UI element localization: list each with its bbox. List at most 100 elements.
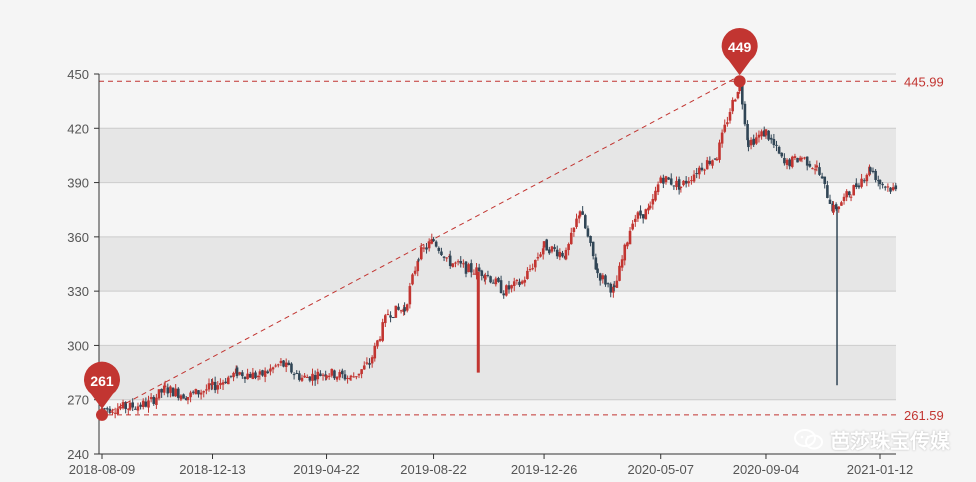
candle-body — [216, 385, 220, 390]
candle-body — [502, 293, 506, 296]
watermark-text: 芭莎珠宝传媒 — [830, 429, 950, 453]
candle-body — [348, 377, 352, 380]
y-tick-label: 270 — [67, 393, 89, 408]
candle-body — [601, 275, 605, 280]
candle-body — [134, 408, 137, 410]
candle-body — [427, 242, 431, 249]
candle-body — [116, 408, 120, 415]
grid-band — [99, 345, 896, 400]
candle-body — [454, 262, 457, 264]
candle-body — [662, 177, 665, 184]
candle-body — [202, 391, 206, 393]
candle-body — [413, 270, 417, 274]
candle-body — [510, 285, 513, 289]
candle-body — [553, 247, 556, 249]
mark-line-label: 445.99 — [904, 74, 944, 89]
candle-body — [419, 247, 423, 260]
candle-body — [886, 186, 890, 188]
candle-body — [497, 277, 500, 282]
candle-body — [536, 257, 540, 259]
candle-body — [564, 249, 568, 260]
candle-body — [572, 227, 576, 233]
candle-body — [823, 176, 827, 184]
trend-line — [101, 75, 740, 417]
grid-band — [99, 399, 896, 454]
grid-band — [99, 236, 896, 292]
candle-body — [477, 267, 481, 272]
candle-body — [221, 382, 225, 385]
candle-body — [171, 387, 175, 397]
candle-body — [489, 276, 492, 283]
candle-body — [612, 285, 616, 287]
candle-body — [679, 186, 683, 188]
candle-body — [399, 310, 403, 312]
candle-body — [386, 313, 390, 315]
candle-body — [349, 375, 353, 377]
candle-body — [840, 202, 843, 206]
candle-body — [166, 387, 170, 394]
candle-body — [108, 408, 112, 413]
candle-body — [512, 281, 516, 286]
mark-point-pin — [721, 27, 758, 76]
candlestick-series — [100, 78, 898, 419]
candle-body — [520, 281, 524, 284]
candle-body — [703, 169, 706, 171]
candle-body — [194, 389, 198, 395]
candle-body — [464, 261, 468, 274]
mark-line-label: 261.59 — [904, 408, 944, 423]
candle-body — [889, 187, 892, 192]
candle-body — [184, 398, 188, 401]
candle-body — [274, 365, 277, 367]
candle-body — [480, 270, 484, 276]
y-tick-label: 390 — [67, 176, 89, 191]
candle-body — [798, 157, 802, 161]
candle-body — [589, 236, 592, 243]
candle-body — [708, 160, 712, 164]
candle-body — [648, 205, 652, 209]
candle-body — [615, 280, 619, 288]
candle-body — [598, 273, 602, 281]
candle-body — [682, 180, 685, 186]
candle-body — [271, 367, 275, 370]
candle-body — [155, 397, 158, 405]
candle-body — [876, 180, 880, 182]
candle-body — [695, 173, 698, 175]
candle-body — [162, 385, 166, 393]
candle-body — [241, 372, 244, 377]
x-tick-label: 2021-01-12 — [847, 462, 914, 477]
candle-body — [269, 368, 272, 372]
candle-body — [343, 374, 347, 380]
candle-body — [235, 367, 239, 377]
candle-body — [523, 279, 527, 283]
candle-body — [857, 185, 861, 188]
candle-body — [793, 156, 797, 158]
candle-body — [803, 157, 806, 159]
watermark: 芭莎珠宝传媒 — [794, 425, 950, 454]
candle-body — [548, 249, 551, 254]
candle-body — [330, 368, 334, 376]
candle-body — [581, 211, 584, 215]
candle-body — [687, 181, 691, 184]
candle-body — [422, 247, 426, 249]
grid-bands — [99, 74, 896, 454]
candle-body — [448, 255, 452, 267]
candle-body — [475, 267, 478, 276]
candle-body — [177, 388, 180, 398]
candle-body — [432, 239, 435, 242]
candle-body — [207, 383, 211, 390]
mark-point-label: 449 — [728, 39, 752, 55]
candle-body — [871, 170, 875, 173]
candle-body — [238, 372, 242, 375]
candle-body — [263, 370, 267, 377]
candle-body — [494, 278, 498, 285]
candle-body — [440, 251, 443, 256]
candle-body — [405, 304, 409, 311]
candle-body — [229, 375, 233, 377]
candle-body — [669, 178, 673, 185]
candle-body — [881, 184, 884, 186]
candle-body — [211, 381, 214, 386]
candle-body — [762, 130, 766, 137]
candle-body — [539, 254, 542, 257]
candle-body — [430, 239, 434, 244]
candle-body — [677, 179, 681, 190]
